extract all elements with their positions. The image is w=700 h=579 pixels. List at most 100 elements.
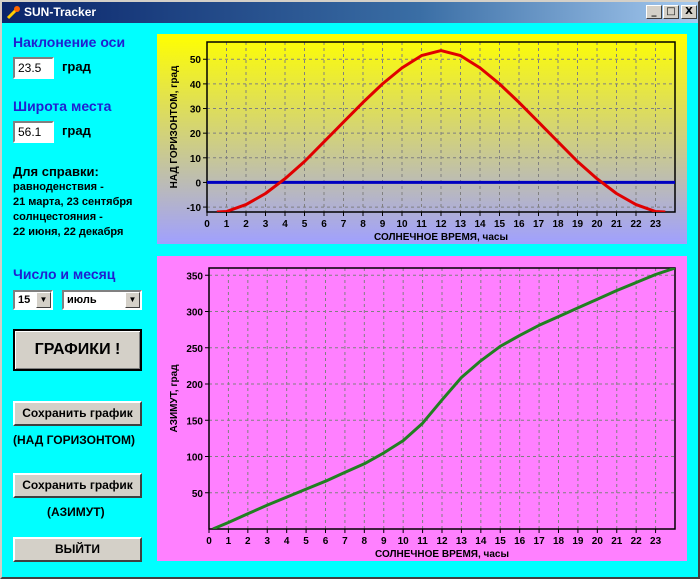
x-tick-label: 11: [416, 219, 427, 230]
y-tick-label: 50: [190, 55, 202, 66]
x-tick-label: 13: [456, 536, 468, 547]
y-tick-label: 200: [186, 380, 203, 391]
x-tick-label: 0: [206, 536, 212, 547]
close-button[interactable]: X: [681, 5, 697, 19]
x-tick-label: 6: [321, 219, 327, 230]
axis-tilt-label: Наклонение оси: [13, 34, 126, 50]
x-tick-label: 9: [380, 219, 386, 230]
x-tick-label: 8: [360, 219, 366, 230]
x-tick-label: 2: [243, 219, 249, 230]
x-tick-label: 16: [513, 219, 525, 230]
x-tick-label: 5: [303, 536, 309, 547]
reference-title: Для справки:: [13, 164, 99, 179]
y-tick-label: 20: [190, 129, 202, 140]
series-line: [216, 49, 666, 212]
day-select[interactable]: 15 ▼: [13, 290, 53, 310]
x-tick-label: 1: [226, 536, 232, 547]
x-tick-label: 19: [572, 536, 584, 547]
y-tick-label: 50: [192, 489, 204, 500]
x-tick-label: 3: [264, 536, 270, 547]
x-tick-label: 1: [224, 219, 230, 230]
month-select[interactable]: июль ▼: [62, 290, 142, 310]
latitude-input[interactable]: 56.1: [13, 121, 54, 143]
axis-tilt-input[interactable]: 23.5: [13, 57, 54, 79]
altitude-chart: 0 1 2 3 4 5 6 7 8 9 10 11 12 13 14 15 16 17 18 19 20 21 22 23-1…: [157, 34, 687, 244]
minimize-button[interactable]: _: [646, 5, 662, 19]
y-tick-label: 150: [186, 416, 203, 427]
x-tick-label: 9: [381, 536, 387, 547]
sun-tracker-app-icon: [6, 6, 20, 20]
latitude-unit: град: [62, 123, 91, 138]
y-tick-label: 10: [190, 154, 202, 165]
y-tick-label: 300: [186, 308, 203, 319]
x-axis-label: СОЛНЕЧНОЕ ВРЕМЯ, часы: [374, 232, 508, 243]
window-title: SUN-Tracker: [24, 5, 97, 19]
y-axis-label: НАД ГОРИЗОНТОМ, град: [169, 65, 180, 188]
reference-line-4: 22 июня, 22 декабря: [13, 226, 124, 238]
date-label: Число и месяц: [13, 266, 116, 282]
reference-line-2: 21 марта, 23 сентября: [13, 196, 133, 208]
y-tick-label: 30: [190, 105, 202, 116]
x-tick-label: 21: [611, 219, 623, 230]
x-tick-label: 8: [362, 536, 368, 547]
y-axis-label: АЗИМУТ, град: [169, 364, 180, 433]
x-tick-label: 4: [282, 219, 288, 230]
exit-button[interactable]: ВЫЙТИ: [13, 537, 142, 562]
x-tick-label: 14: [474, 219, 486, 230]
series-line: [212, 268, 675, 529]
x-tick-label: 13: [455, 219, 467, 230]
save-azimuth-chart-button[interactable]: Сохранить график: [13, 473, 142, 498]
y-tick-label: 100: [186, 453, 203, 464]
client-area: Наклонение оси 23.5 град Широта места 56…: [2, 23, 698, 577]
x-tick-label: 15: [495, 536, 507, 547]
maximize-button[interactable]: □: [663, 5, 679, 19]
day-dropdown-arrow-icon[interactable]: ▼: [36, 292, 51, 308]
x-axis-label: СОЛНЕЧНОЕ ВРЕМЯ, часы: [375, 549, 509, 560]
save-altitude-chart-button[interactable]: Сохранить график: [13, 401, 142, 426]
month-select-value: июль: [67, 294, 97, 306]
plot-graphs-button[interactable]: ГРАФИКИ !: [13, 329, 142, 371]
x-tick-label: 18: [553, 536, 565, 547]
month-dropdown-arrow-icon[interactable]: ▼: [125, 292, 140, 308]
x-tick-label: 23: [650, 219, 662, 230]
x-tick-label: 22: [630, 219, 642, 230]
save-altitude-caption: (НАД ГОРИЗОНТОМ): [13, 433, 135, 447]
x-tick-label: 5: [302, 219, 308, 230]
chart-background: [157, 256, 687, 561]
axis-tilt-unit: град: [62, 59, 91, 74]
x-tick-label: 17: [533, 219, 545, 230]
x-tick-label: 12: [436, 536, 448, 547]
x-tick-label: 15: [494, 219, 506, 230]
day-select-value: 15: [18, 294, 31, 306]
x-tick-label: 20: [591, 219, 603, 230]
x-tick-label: 20: [592, 536, 604, 547]
x-tick-label: 6: [323, 536, 329, 547]
x-tick-label: 12: [435, 219, 447, 230]
x-tick-label: 10: [396, 219, 408, 230]
x-tick-label: 7: [341, 219, 347, 230]
x-tick-label: 2: [245, 536, 251, 547]
x-tick-label: 18: [552, 219, 564, 230]
x-tick-label: 17: [534, 536, 546, 547]
x-tick-label: 16: [514, 536, 526, 547]
latitude-label: Широта места: [13, 98, 112, 114]
y-tick-label: 350: [186, 271, 203, 282]
x-tick-label: 23: [650, 536, 662, 547]
x-tick-label: 19: [572, 219, 584, 230]
azimuth-chart: 0 1 2 3 4 5 6 7 8 9 10 11 12 13 14 15 16 17 18 19 20 21 22 2350…: [157, 256, 687, 561]
x-tick-label: 14: [475, 536, 487, 547]
x-tick-label: 4: [284, 536, 290, 547]
x-tick-label: 22: [631, 536, 643, 547]
reference-line-3: солнцестояния -: [13, 211, 103, 223]
x-tick-label: 7: [342, 536, 348, 547]
x-tick-label: 3: [263, 219, 269, 230]
y-tick-label: 250: [186, 344, 203, 355]
x-tick-label: 0: [204, 219, 210, 230]
title-bar[interactable]: SUN-Tracker _ □ X: [2, 2, 698, 23]
x-tick-label: 10: [398, 536, 410, 547]
save-azimuth-caption: (АЗИМУТ): [47, 505, 105, 519]
y-tick-label: 0: [195, 178, 201, 189]
x-tick-label: 21: [611, 536, 623, 547]
x-tick-label: 11: [417, 536, 428, 547]
